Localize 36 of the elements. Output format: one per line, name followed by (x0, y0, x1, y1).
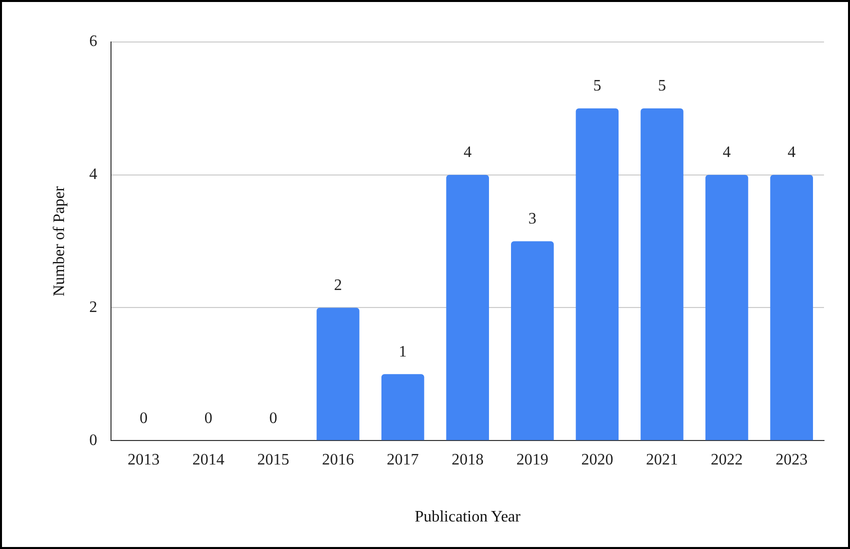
data-label: 5 (658, 78, 666, 95)
data-label: 2 (334, 276, 342, 294)
data-label: 0 (269, 410, 278, 427)
y-tick-label: 0 (89, 432, 98, 449)
x-axis-title: Publication Year (414, 508, 522, 526)
x-tick-label: 2017 (386, 451, 419, 468)
bar (705, 174, 748, 440)
bar (511, 241, 554, 440)
x-tick-label: 2015 (257, 451, 290, 468)
bar (770, 174, 813, 440)
y-tick-label: 2 (89, 298, 98, 316)
x-tick-label: 2016 (322, 451, 354, 468)
bar (576, 108, 619, 440)
x-tick-label: 2018 (452, 451, 484, 468)
x-tick-label: 2022 (710, 451, 743, 468)
data-label: 5 (593, 78, 602, 95)
x-tick-label: 2021 (646, 451, 678, 468)
data-label: 4 (464, 144, 472, 162)
bar (640, 108, 684, 440)
x-tick-label: 2020 (581, 451, 614, 468)
data-label: 1 (398, 343, 407, 360)
y-tick-label: 4 (89, 166, 98, 184)
data-label: 0 (140, 410, 148, 427)
bar (446, 174, 489, 440)
bar (316, 308, 360, 440)
data-label: 4 (788, 144, 796, 162)
data-label: 0 (204, 410, 212, 427)
data-label: 4 (722, 144, 731, 162)
x-tick-label: 2023 (776, 451, 808, 468)
y-axis-title: Number of Paper (50, 186, 68, 296)
x-tick-label: 2013 (128, 451, 160, 468)
x-tick-label: 2019 (516, 451, 548, 468)
y-tick-label: 6 (89, 33, 98, 50)
bar (381, 374, 424, 440)
x-tick-label: 2014 (192, 451, 224, 468)
data-label: 3 (528, 210, 536, 228)
